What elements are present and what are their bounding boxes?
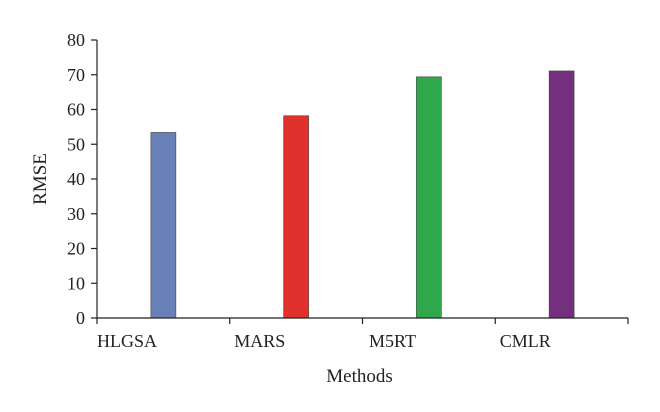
x-axis-label: Methods xyxy=(326,366,393,387)
bar-m5rt xyxy=(416,76,442,319)
y-tick-label: 20 xyxy=(67,239,85,259)
y-tick-label: 30 xyxy=(67,204,85,224)
y-axis-label: RMSE xyxy=(30,153,51,205)
x-tick-label: HLGSA xyxy=(97,331,157,351)
bars xyxy=(150,70,575,319)
y-tick-label: 60 xyxy=(67,100,85,120)
y-tick-label: 0 xyxy=(76,308,85,328)
x-tick-label: M5RT xyxy=(369,331,416,351)
bar-hlgsa xyxy=(150,132,177,319)
y-tick-label: 40 xyxy=(67,169,85,189)
y-axis-ticks: 0 10 20 30 40 50 60 70 80 xyxy=(67,30,97,328)
x-axis-ticks: HLGSA MARS M5RT CMLR xyxy=(96,318,629,351)
bar-cmlr xyxy=(548,70,575,319)
y-tick-label: 80 xyxy=(67,30,85,50)
y-tick-label: 10 xyxy=(67,273,85,293)
y-tick-label: 70 xyxy=(67,65,85,85)
x-tick-label: MARS xyxy=(234,331,285,351)
y-tick-label: 50 xyxy=(67,134,85,154)
bar-mars xyxy=(283,115,309,319)
x-tick-label: CMLR xyxy=(500,331,551,351)
